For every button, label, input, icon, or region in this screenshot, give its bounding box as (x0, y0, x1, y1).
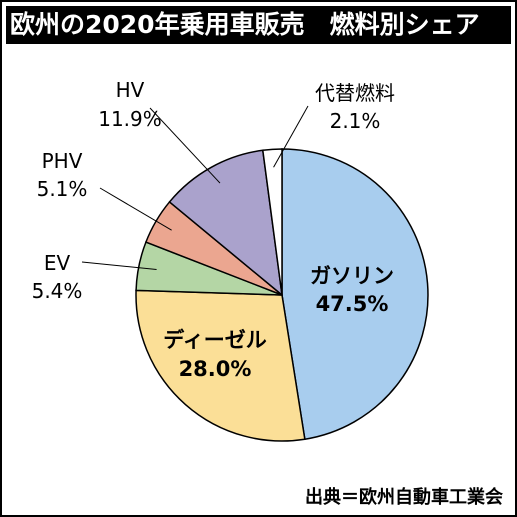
slice-hv (168, 149, 283, 297)
label-hv-value: 11.9% (98, 107, 162, 131)
label-gasoline-value: 47.5% (316, 292, 389, 316)
label-hv-name: HV (116, 78, 145, 102)
label-ev-name: EV (44, 251, 71, 275)
leader-lines (81, 105, 309, 270)
slice-alt-fuel (261, 148, 283, 296)
label-phv-value: 5.1% (37, 177, 88, 201)
leader-hv (149, 107, 221, 184)
label-diesel-value: 28.0% (179, 357, 252, 381)
slice-gasoline (281, 148, 429, 441)
chart-title: 欧州の2020年乗用車販売 燃料別シェア (6, 6, 511, 44)
slice-diesel (135, 289, 306, 442)
label-alt-fuel-value: 2.1% (330, 109, 381, 133)
pie-slices (135, 148, 429, 442)
label-phv-name: PHV (42, 149, 83, 173)
leader-ev (81, 261, 157, 270)
label-alt-fuel-name: 代替燃料 (315, 81, 395, 105)
source-note: 出典＝欧州自動車工業会 (305, 487, 503, 508)
leader-phv (99, 187, 172, 231)
leader-alt-fuel (273, 105, 309, 168)
label-ev-value: 5.4% (32, 279, 83, 303)
label-gasoline-name: ガソリン (310, 264, 394, 288)
label-diesel-name: ディーゼル (163, 328, 267, 352)
